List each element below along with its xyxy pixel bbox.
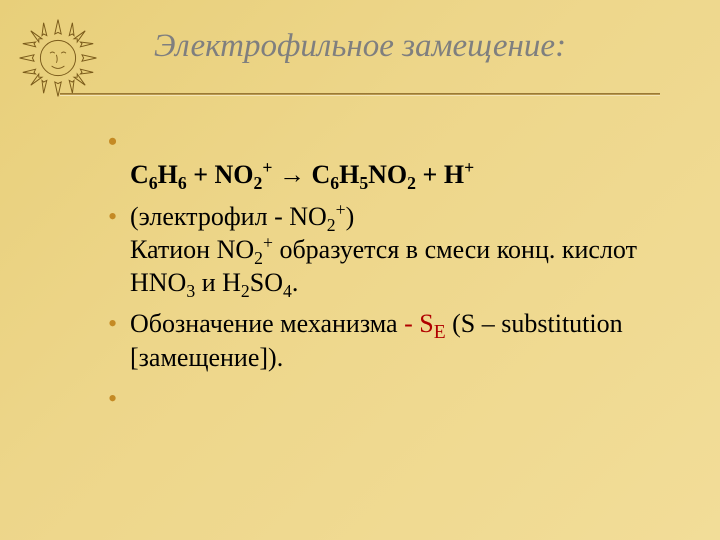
eq-arrow: → [272,160,311,189]
bullet-electrophile: (электрофил - NO2+) Катион NO2+ образует… [130,200,670,300]
cation-no2: NO2+ [217,235,273,264]
divider [60,93,660,95]
electrophile-open: (электрофил - [130,202,289,231]
period: . [292,268,299,297]
h2so4: H2SO4 [222,268,292,297]
eq-plus-1: + [187,160,215,189]
mechanism-symbol: - SE [404,309,446,338]
bullet-empty [130,382,670,415]
bullet-equation: C6H6 + NO2+ → C6H5NO2 + H+ [130,125,670,192]
bullet-mechanism: Обозначение механизма - SE (S – substitu… [130,307,670,374]
eq-no2-plus: NO2+ [215,160,273,189]
eq-c6h6: C6H6 [130,160,187,189]
eq-plus-2: + [416,160,444,189]
mechanism-prefix: Обозначение механизма [130,309,404,338]
cation-text-a: Катион [130,235,217,264]
eq-c6h5no2: C6H5NO2 [311,160,416,189]
and-text: и [195,268,222,297]
electrophile-no2: NO2+ [289,202,345,231]
electrophile-close: ) [346,202,355,231]
page-title: Электрофильное замещение: [0,0,720,75]
cation-text-b: образуется в смеси конц. кислот [273,235,637,264]
eq-h-plus: H+ [444,160,474,189]
content-area: C6H6 + NO2+ → C6H5NO2 + H+ (электрофил -… [130,125,670,415]
hno3: HNO3 [130,268,195,297]
sun-icon [18,18,98,98]
